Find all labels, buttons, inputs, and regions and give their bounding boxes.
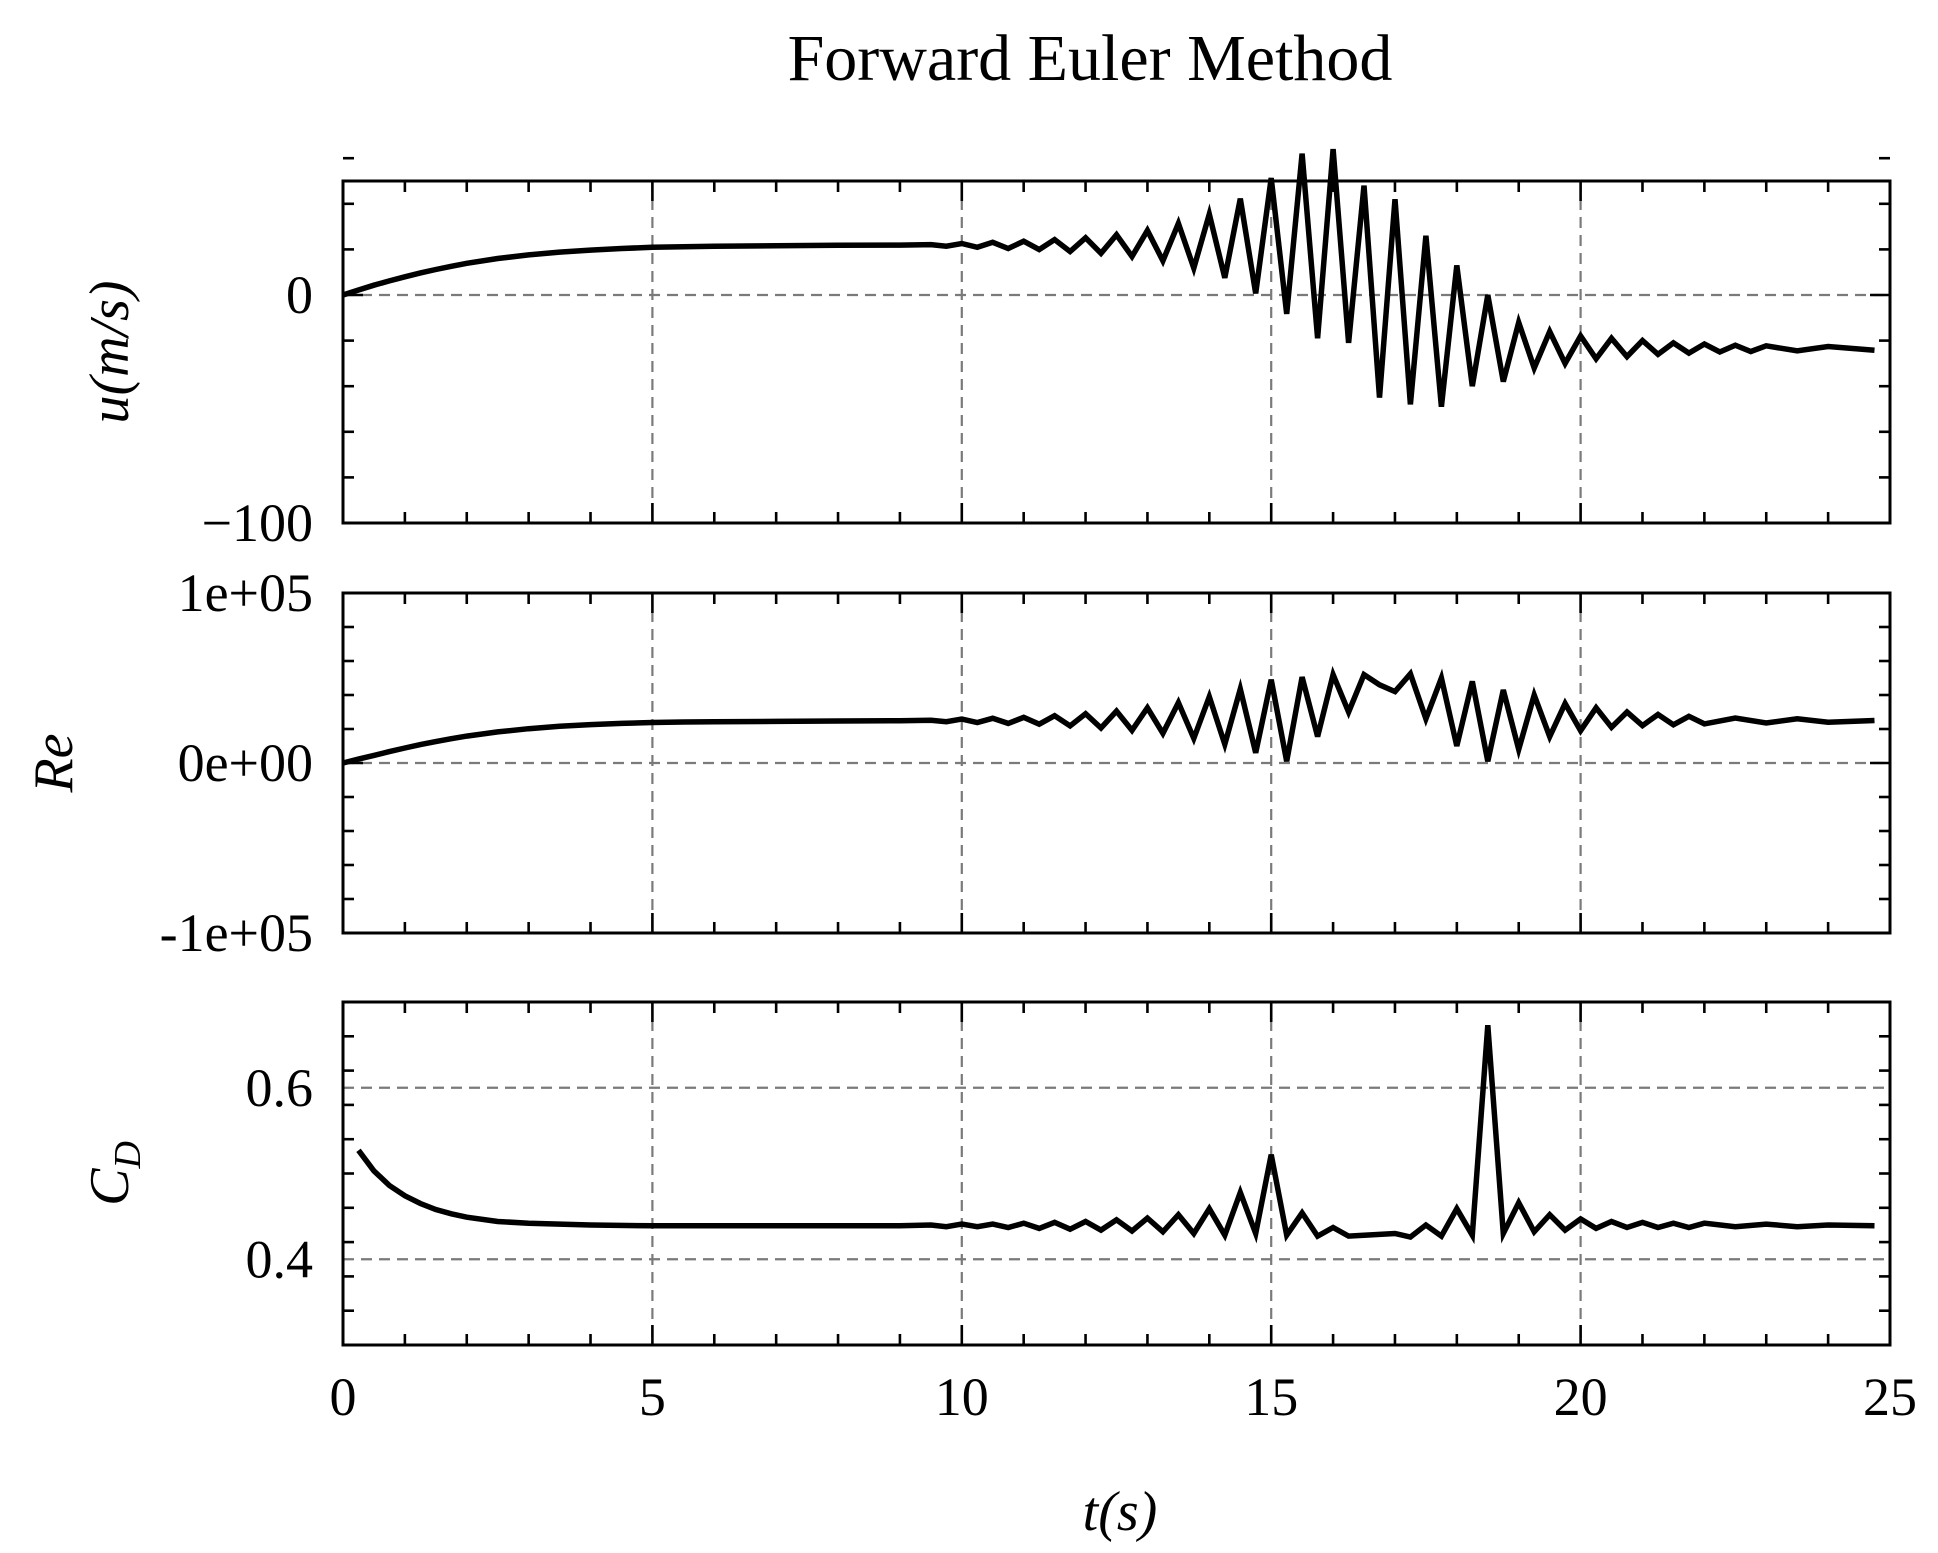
drag-coefficient-panel: 0.4 0.6 0 5 10 15 20 25 CD (79, 1000, 1917, 1427)
plot-frame (341, 591, 1892, 935)
y-axis-label: CD (79, 1141, 149, 1206)
x-tick-label: 0 (330, 1367, 357, 1427)
chart-title: Forward Euler Method (788, 22, 1393, 95)
x-tick-label: 20 (1554, 1367, 1608, 1427)
y-tick-label: 1e+05 (178, 563, 313, 623)
reynolds-panel: -1e+05 0e+00 1e+05 Re (23, 563, 1892, 963)
y-tick-label: -1e+05 (160, 903, 313, 963)
y-tick-label: −100 (202, 493, 313, 553)
y-tick-label: 0.6 (246, 1058, 314, 1118)
x-tick-label: 10 (935, 1367, 989, 1427)
series-line (356, 1024, 1875, 1245)
y-tick-label: 0e+00 (178, 733, 313, 793)
y-tick-label: 0 (286, 265, 313, 325)
x-axis-label: t(s) (1083, 1481, 1158, 1543)
plot-frame (341, 1000, 1892, 1347)
x-tick-label: 5 (639, 1367, 666, 1427)
y-tick-label: 0.4 (246, 1229, 314, 1289)
x-tick-label: 15 (1244, 1367, 1298, 1427)
y-axis-label: Re (23, 733, 85, 793)
plot-frame (341, 179, 1892, 525)
series-line (342, 148, 1875, 407)
y-axis-label: u(m/s) (79, 280, 141, 423)
series-line (342, 665, 1875, 766)
x-tick-label: 25 (1863, 1367, 1917, 1427)
velocity-panel: −100 0 u(m/s) (79, 148, 1892, 553)
